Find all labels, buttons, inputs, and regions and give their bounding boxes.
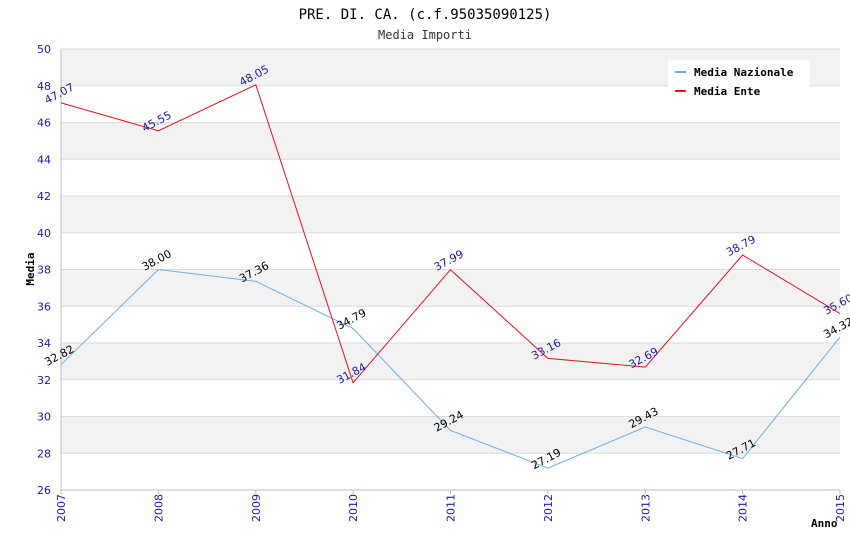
grid-band: [61, 269, 840, 307]
legend-label: Media Ente: [694, 85, 761, 98]
legend-label: Media Nazionale: [694, 66, 794, 79]
legend-box: [668, 60, 810, 100]
series-line-media-ente: [61, 84, 840, 384]
x-axis-ticks: 2007 2008 2009 2010 2011 2012 2013 2014 2015: [55, 490, 847, 522]
x-tick-label: 2011: [445, 494, 458, 522]
x-tick-label: 2015: [834, 494, 847, 522]
grid-band: [61, 343, 840, 380]
y-tick-label: 46: [37, 117, 51, 130]
x-tick-label: 2013: [639, 494, 652, 522]
x-tick-label: 2010: [347, 494, 360, 522]
chart-subtitle: Media Importi: [378, 28, 472, 42]
y-axis-title: Media: [24, 252, 37, 285]
y-tick-label: 28: [37, 447, 51, 460]
y-tick-label: 34: [37, 337, 51, 350]
x-tick-label: 2008: [152, 494, 165, 522]
y-tick-label: 40: [37, 227, 51, 240]
y-tick-label: 44: [37, 153, 51, 166]
y-axis-ticks: 26 28 30 32 34 36 38 40 42 44 46 48 50: [37, 43, 51, 497]
y-tick-label: 26: [37, 484, 51, 497]
x-tick-label: 2012: [542, 494, 555, 522]
y-tick-label: 50: [37, 43, 51, 56]
grid-band: [61, 196, 840, 233]
series-line-media-nazionale: [61, 268, 840, 469]
y-tick-label: 38: [37, 264, 51, 277]
y-tick-label: 36: [37, 300, 51, 313]
grid-band: [61, 159, 840, 196]
y-tick-label: 32: [37, 374, 51, 387]
grid-bands: [61, 49, 840, 490]
grid-band: [61, 232, 840, 270]
y-tick-label: 42: [37, 190, 51, 203]
y-tick-label: 30: [37, 411, 51, 424]
y-tick-label: 48: [37, 80, 51, 93]
x-tick-label: 2007: [55, 494, 68, 522]
legend: Media Nazionale Media Ente: [668, 60, 810, 100]
chart-title: PRE. DI. CA. (c.f.95035090125): [299, 7, 552, 23]
grid-band: [61, 416, 840, 454]
grid-band: [61, 306, 840, 343]
grid-band: [61, 122, 840, 160]
series-lines: [61, 84, 840, 469]
x-tick-label: 2009: [250, 494, 263, 522]
x-tick-label: 2014: [737, 494, 750, 522]
grid-band: [61, 379, 840, 417]
grid-band: [61, 453, 840, 490]
x-axis-title: Anno: [811, 517, 838, 530]
